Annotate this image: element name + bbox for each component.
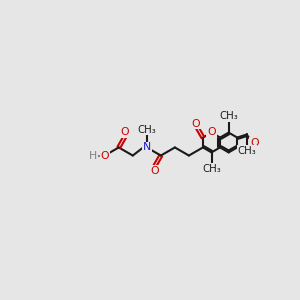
Text: CH₃: CH₃ [237,146,256,156]
Text: O: O [250,137,259,148]
Text: CH₃: CH₃ [219,111,238,121]
Text: CH₃: CH₃ [137,125,156,135]
Text: CH₃: CH₃ [202,164,221,174]
Text: O: O [207,127,216,137]
Text: N: N [143,142,151,152]
Text: O: O [100,151,109,160]
Text: O: O [121,127,129,137]
Text: O: O [191,118,200,129]
Text: O: O [150,166,159,176]
Text: H: H [89,151,98,160]
